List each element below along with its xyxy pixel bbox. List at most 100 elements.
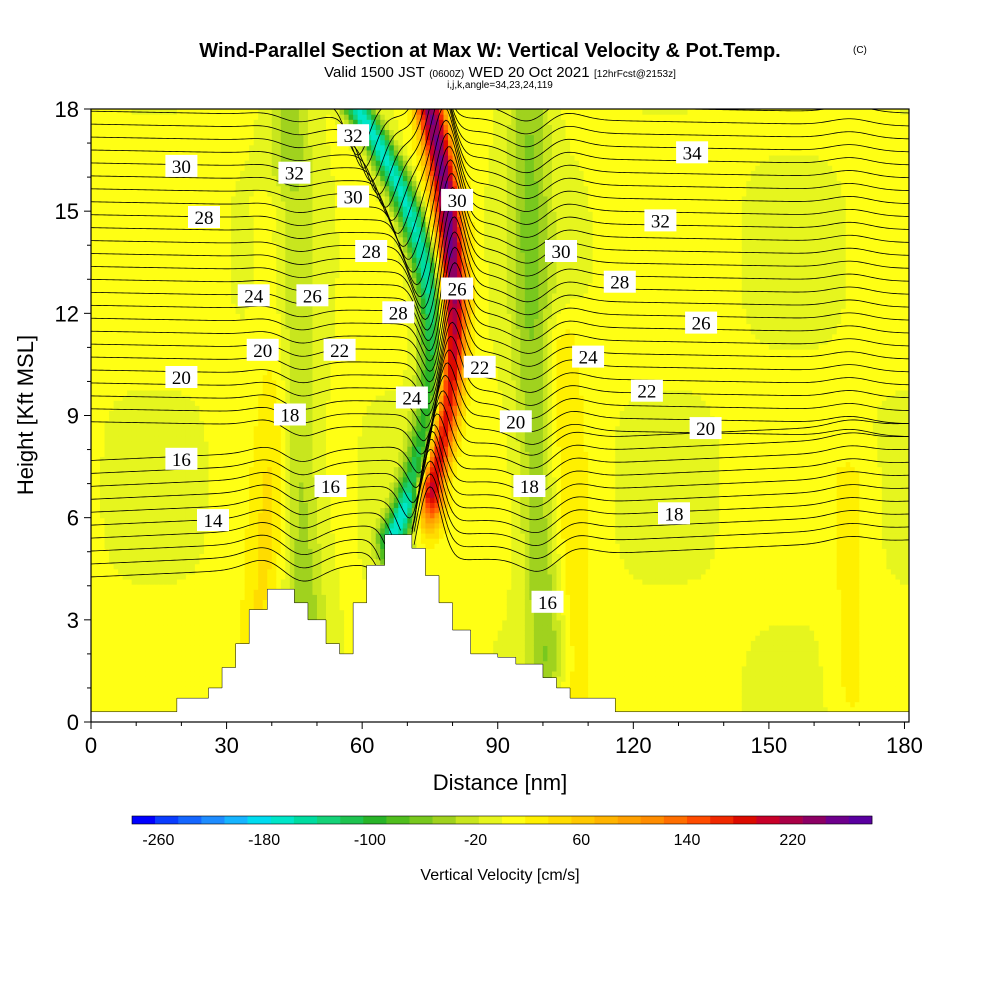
velocity-cell xyxy=(167,282,173,289)
velocity-cell xyxy=(140,614,146,621)
velocity-cell xyxy=(100,410,106,417)
velocity-cell xyxy=(172,471,178,478)
velocity-cell xyxy=(203,154,210,161)
velocity-cell xyxy=(154,650,160,657)
velocity-cell xyxy=(222,553,228,560)
velocity-cell xyxy=(122,405,128,411)
velocity-cell xyxy=(145,517,151,524)
velocity-cell xyxy=(253,369,259,376)
velocity-cell xyxy=(163,589,169,595)
velocity-cell xyxy=(222,624,228,631)
velocity-cell xyxy=(271,374,277,381)
velocity-cell xyxy=(91,114,97,120)
velocity-cell xyxy=(267,257,273,263)
velocity-cell xyxy=(213,298,219,304)
velocity-cell xyxy=(109,487,115,493)
velocity-cell xyxy=(235,517,241,524)
velocity-cell xyxy=(131,604,137,611)
velocity-cell xyxy=(213,338,219,345)
velocity-cell xyxy=(118,277,124,284)
velocity-cell xyxy=(163,318,169,325)
velocity-cell xyxy=(240,405,246,411)
velocity-cell xyxy=(213,609,219,616)
velocity-cell xyxy=(118,563,124,570)
velocity-cell xyxy=(181,435,187,442)
velocity-cell xyxy=(118,446,124,452)
velocity-cell xyxy=(185,645,192,652)
velocity-cell xyxy=(190,502,196,509)
velocity-cell xyxy=(253,359,259,366)
velocity-cell xyxy=(222,109,228,115)
velocity-cell xyxy=(190,578,196,585)
velocity-cell xyxy=(167,487,173,493)
velocity-cell xyxy=(91,129,97,136)
velocity-cell xyxy=(95,206,101,212)
velocity-cell xyxy=(244,170,250,177)
velocity-cell xyxy=(203,405,210,411)
velocity-cell xyxy=(167,359,173,366)
velocity-cell xyxy=(118,584,124,590)
velocity-cell xyxy=(267,236,273,243)
velocity-cell xyxy=(100,200,106,207)
velocity-cell xyxy=(127,420,133,427)
velocity-cell xyxy=(100,609,106,616)
velocity-cell xyxy=(100,180,106,187)
velocity-cell xyxy=(231,323,237,330)
velocity-cell xyxy=(149,691,155,698)
velocity-cell xyxy=(122,676,128,682)
velocity-cell xyxy=(95,154,101,161)
velocity-cell xyxy=(109,650,115,657)
velocity-cell xyxy=(127,691,133,698)
velocity-cell xyxy=(109,630,115,636)
velocity-cell xyxy=(226,624,232,631)
velocity-cell xyxy=(203,333,210,340)
velocity-cell xyxy=(226,354,232,360)
velocity-cell xyxy=(258,502,264,509)
velocity-cell xyxy=(172,609,178,616)
velocity-cell xyxy=(249,430,255,437)
velocity-cell xyxy=(113,231,119,238)
velocity-cell xyxy=(109,676,115,682)
velocity-cell xyxy=(185,686,192,692)
velocity-cell xyxy=(217,124,223,131)
velocity-cell xyxy=(222,589,228,595)
velocity-cell xyxy=(109,323,115,330)
velocity-cell xyxy=(131,696,137,703)
velocity-cell xyxy=(249,594,255,600)
velocity-cell xyxy=(262,124,268,131)
velocity-cell xyxy=(154,154,160,161)
velocity-cell xyxy=(104,650,110,657)
velocity-cell xyxy=(181,180,187,187)
velocity-cell xyxy=(213,481,219,488)
velocity-cell xyxy=(176,481,182,488)
velocity-cell xyxy=(208,532,214,539)
velocity-cell xyxy=(235,487,241,493)
velocity-cell xyxy=(231,512,237,519)
velocity-cell xyxy=(163,553,169,560)
velocity-cell xyxy=(181,109,187,115)
velocity-cell xyxy=(253,262,259,268)
velocity-cell xyxy=(222,211,228,217)
velocity-cell xyxy=(113,589,119,595)
velocity-cell xyxy=(100,604,106,611)
velocity-cell xyxy=(167,206,173,212)
velocity-cell xyxy=(217,221,223,228)
velocity-cell xyxy=(267,578,273,585)
velocity-cell xyxy=(140,604,146,611)
velocity-cell xyxy=(100,384,106,391)
velocity-cell xyxy=(113,206,119,212)
velocity-cell xyxy=(244,257,250,263)
velocity-cell xyxy=(172,308,178,314)
velocity-cell xyxy=(231,481,237,488)
velocity-cell xyxy=(258,154,264,161)
velocity-cell xyxy=(118,410,124,417)
velocity-cell xyxy=(95,338,101,345)
velocity-cell xyxy=(172,292,178,299)
velocity-cell xyxy=(140,160,146,166)
velocity-cell xyxy=(190,435,196,442)
velocity-cell xyxy=(136,670,142,677)
velocity-cell xyxy=(145,507,151,514)
velocity-cell xyxy=(199,124,205,131)
velocity-cell xyxy=(100,206,106,212)
velocity-cell xyxy=(163,487,169,493)
